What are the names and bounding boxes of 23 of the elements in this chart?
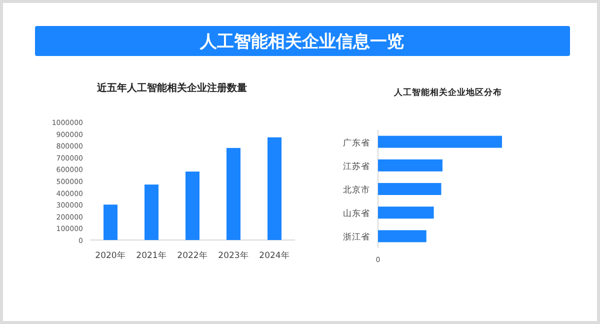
bar <box>378 230 426 242</box>
bar <box>186 172 200 240</box>
y-tick-label: 北京市 <box>343 184 370 196</box>
x-tick-label: 2020年 <box>95 250 126 261</box>
bar <box>378 183 442 195</box>
chart-title: 人工智能相关企业地区分布 <box>393 87 502 98</box>
x-tick-label: 2024年 <box>259 250 290 261</box>
bar <box>378 159 442 172</box>
bar <box>378 206 434 219</box>
x-tick-label: 2023年 <box>218 250 249 261</box>
y-tick-label: 广东省 <box>343 137 370 148</box>
bar <box>226 148 240 240</box>
y-tick-label: 山东省 <box>343 208 370 220</box>
bar <box>144 184 158 240</box>
bar <box>268 137 282 240</box>
y-tick-label: 浙江省 <box>343 232 370 243</box>
y-tick-label: 江苏省 <box>343 160 370 172</box>
x-tick-label: 2021年 <box>136 250 167 261</box>
x-tick-label: 2022年 <box>177 250 208 261</box>
bar <box>104 204 118 240</box>
text: 人工智能相关企业信息一览 <box>199 32 404 52</box>
chart-title: 近五年人工智能相关企业注册数量 <box>96 82 247 94</box>
bar <box>378 136 502 148</box>
